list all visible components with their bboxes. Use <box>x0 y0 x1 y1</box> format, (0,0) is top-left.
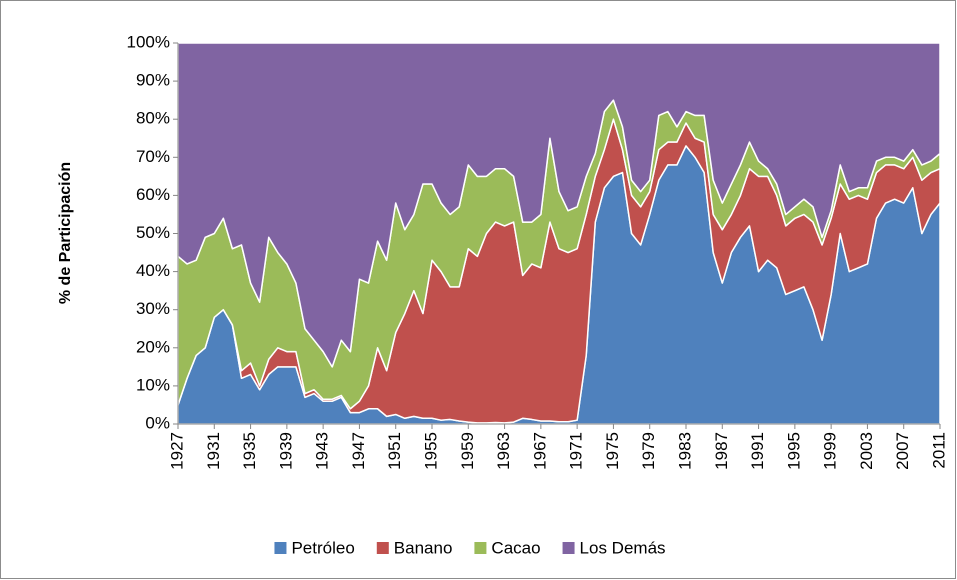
y-tick-label: 50% <box>136 223 170 242</box>
x-tick-label: 1975 <box>603 432 622 470</box>
legend-swatch <box>474 542 487 554</box>
x-tick-label: 1983 <box>675 432 694 470</box>
x-tick-label: 1967 <box>530 432 549 470</box>
x-tick-label: 1931 <box>204 432 223 470</box>
y-tick-label: 90% <box>136 71 170 90</box>
x-tick-label: 1979 <box>639 432 658 470</box>
x-tick-label: 2011 <box>929 432 948 469</box>
x-tick-label: 1963 <box>494 432 513 470</box>
x-tick-label: 1951 <box>385 432 404 470</box>
x-tick-label: 1943 <box>313 432 332 470</box>
y-tick-label: 30% <box>136 299 170 318</box>
area <box>177 42 941 368</box>
x-tick-label: 1927 <box>167 432 186 470</box>
y-tick-label: 20% <box>136 337 170 356</box>
x-tick-label: 1987 <box>712 432 731 470</box>
x-tick-label: 1955 <box>421 432 440 470</box>
x-tick-label: 2003 <box>857 432 876 470</box>
legend-label: Petróleo <box>291 538 354 557</box>
legend-swatch <box>562 542 575 554</box>
x-tick-label: 2007 <box>893 432 912 470</box>
y-tick-label: 60% <box>136 185 170 204</box>
y-tick-label: 100% <box>127 32 170 51</box>
legend-label: Los Demás <box>580 538 666 557</box>
legend-label: Banano <box>394 538 453 557</box>
y-tick-label: 70% <box>136 147 170 166</box>
x-tick-label: 1991 <box>748 432 767 470</box>
y-tick-label: 40% <box>136 261 170 280</box>
x-tick-label: 1935 <box>240 432 259 470</box>
x-tick-label: 1995 <box>784 432 803 470</box>
legend-swatch <box>376 542 389 554</box>
x-tick-label: 1971 <box>567 432 586 470</box>
y-tick-label: 0% <box>145 413 170 432</box>
x-tick-label: 1959 <box>458 432 477 470</box>
legend-swatch <box>274 542 287 554</box>
legend-label: Cacao <box>491 538 540 557</box>
x-tick-label: 1947 <box>349 432 368 470</box>
y-tick-label: 10% <box>136 375 170 394</box>
y-tick-label: 80% <box>136 109 170 128</box>
x-tick-label: 1939 <box>276 432 295 470</box>
legend: Petróleo Banano Cacao Los Demás <box>274 538 666 557</box>
x-tick-label: 1999 <box>821 432 840 470</box>
y-axis-title: % de Participación <box>57 162 74 304</box>
